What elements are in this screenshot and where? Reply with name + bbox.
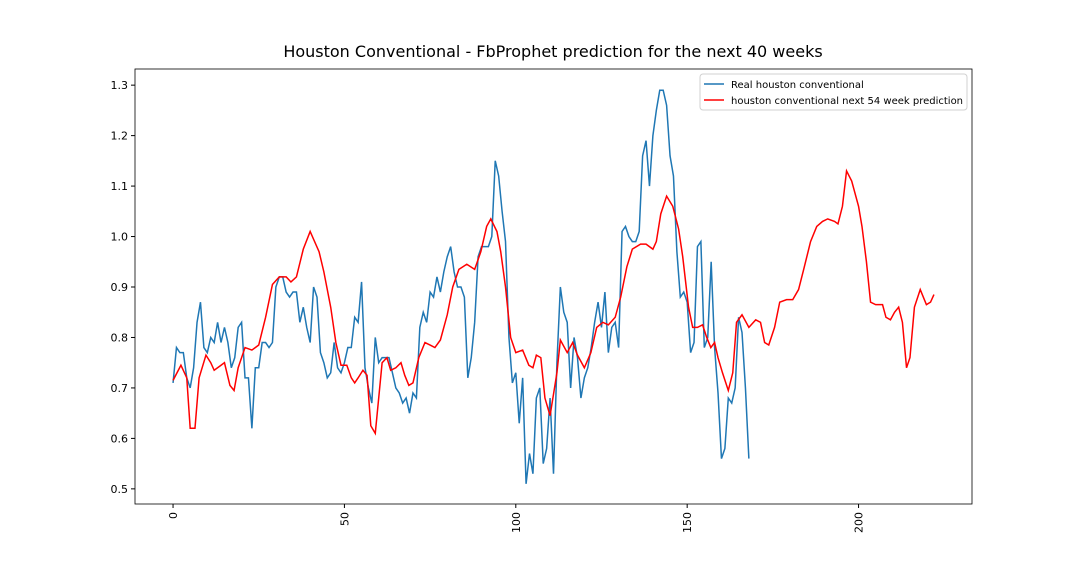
chart-title: Houston Conventional - FbProphet predict… xyxy=(283,42,822,61)
axes-frame xyxy=(134,68,973,505)
y-tick-label: 1.0 xyxy=(111,231,129,244)
y-tick-label: 0.9 xyxy=(111,281,129,294)
legend-text: Real houston conventional xyxy=(731,80,864,91)
x-tick-label: 50 xyxy=(338,512,351,526)
y-tick-label: 1.2 xyxy=(111,130,129,143)
legend-box xyxy=(699,73,968,111)
x-tick-label: 150 xyxy=(681,512,694,533)
y-tick-label: 1.3 xyxy=(111,79,129,92)
x-tick-label: 100 xyxy=(510,512,523,533)
y-tick-label: 0.7 xyxy=(111,382,129,395)
y-tick-label: 0.6 xyxy=(111,432,129,445)
y-tick-label: 1.1 xyxy=(111,180,129,193)
y-tick-label: 0.5 xyxy=(111,483,129,496)
y-tick-label: 0.8 xyxy=(111,331,129,344)
x-tick-label: 0 xyxy=(167,512,180,519)
series-line xyxy=(172,89,750,484)
x-tick-label: 200 xyxy=(853,512,866,533)
legend-text: houston conventional next 54 week predic… xyxy=(731,96,963,107)
series-line xyxy=(172,168,935,436)
